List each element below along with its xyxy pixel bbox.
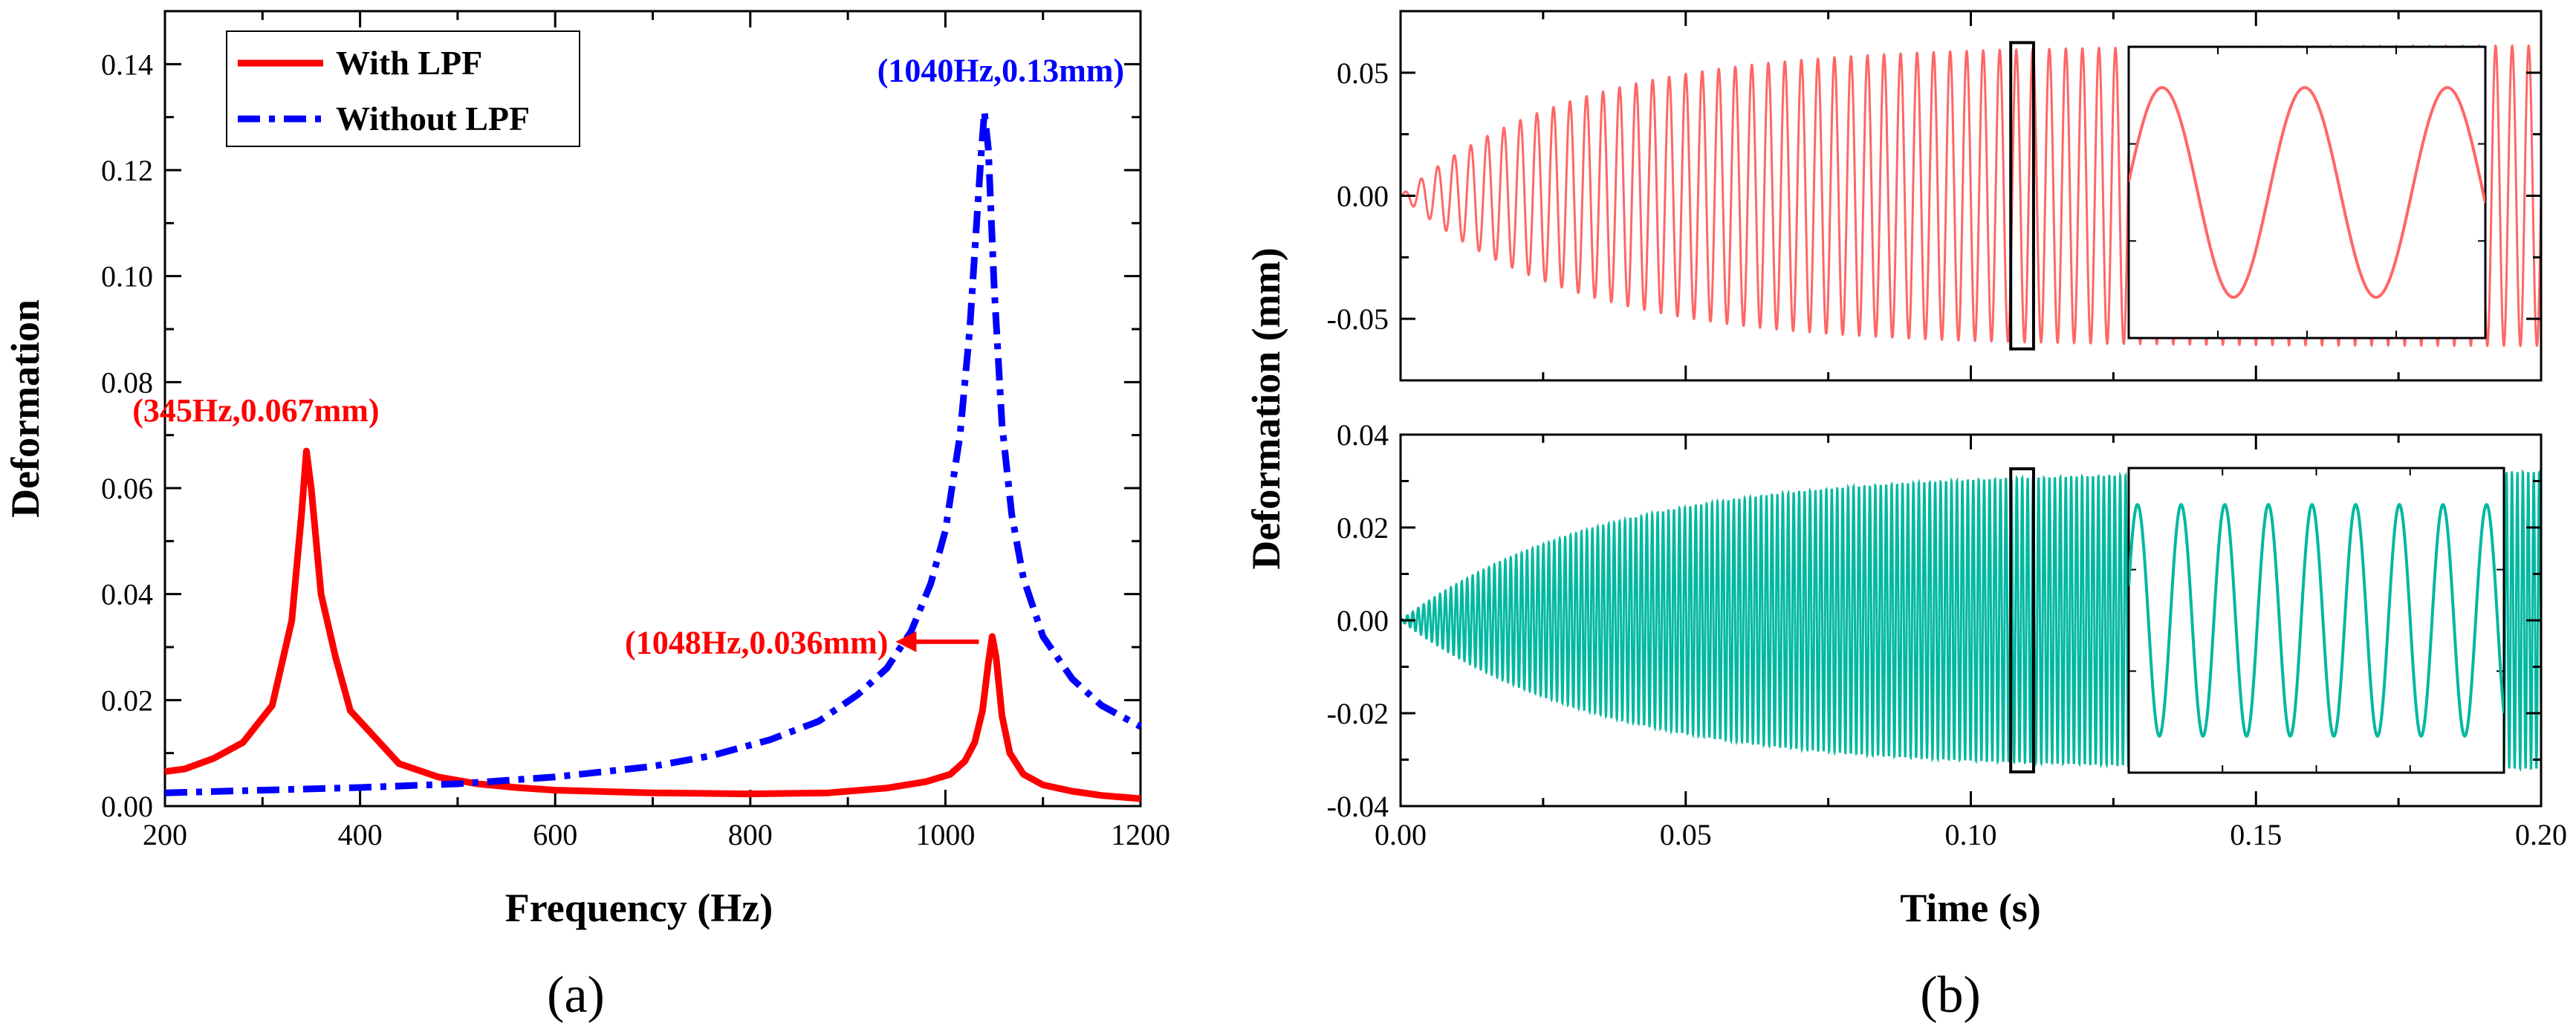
y-tick-label: 0.04 bbox=[101, 578, 153, 611]
chart-b-top-inset bbox=[2127, 45, 2487, 340]
chart-a-series bbox=[164, 108, 1143, 802]
inset-top-wave bbox=[2129, 85, 2485, 299]
inset-wave-line bbox=[2129, 85, 2485, 299]
y-tick-label: -0.04 bbox=[1327, 790, 1389, 823]
x-tick-label: 200 bbox=[143, 818, 187, 851]
x-tick-label: 800 bbox=[728, 818, 773, 851]
chart-b-bottom: 0.00 0.05 0.10 0.15 0.20 -0.04 -0.02 0.00 0.02 0.… bbox=[1327, 418, 2567, 930]
annotation-peak-1040: (1040Hz,0.13mm) bbox=[877, 53, 1124, 89]
inset-wave-line bbox=[2129, 502, 2504, 738]
y-tick-label: 0.14 bbox=[101, 48, 153, 81]
y-tick-label: 0.02 bbox=[1337, 511, 1389, 545]
y-tick-label: 0.05 bbox=[1337, 56, 1389, 90]
legend-label-without-lpf: Without LPF bbox=[336, 100, 530, 137]
chart-b-ylabel: Deformation (mm) bbox=[1244, 247, 1288, 569]
chart-b-top-axes: -0.05 0.00 0.05 bbox=[1327, 11, 2543, 380]
x-tick-label: 400 bbox=[338, 818, 383, 851]
chart-b-bottom-axes: 0.00 0.05 0.10 0.15 0.20 -0.04 -0.02 0.00 0.02 0.… bbox=[1327, 418, 2567, 851]
x-tick-label: 0.05 bbox=[1660, 818, 1712, 851]
x-tick-label: 600 bbox=[533, 818, 577, 851]
inset-top-ticks bbox=[2129, 47, 2485, 338]
annotation-peak-345: (345Hz,0.067mm) bbox=[132, 392, 379, 429]
legend-label-with-lpf: With LPF bbox=[336, 44, 482, 82]
chart-a: 200 400 600 800 1000 1200 0.00 0.02 0.04 0.06 0.08… bbox=[3, 10, 1170, 1024]
chart-b-xlabel: Time (s) bbox=[1900, 886, 2040, 930]
y-tick-label: 0.06 bbox=[101, 472, 153, 505]
legend-box bbox=[226, 30, 580, 147]
chart-b-top: -0.05 0.00 0.05 bbox=[1327, 10, 2543, 382]
series-line-with-lpf bbox=[164, 447, 1141, 802]
y-tick-label: 0.10 bbox=[101, 260, 153, 293]
inset-bottom-ticks bbox=[2129, 468, 2504, 773]
annotation-peak-1048: (1048Hz,0.036mm) bbox=[625, 625, 888, 661]
panel-label-a: (a) bbox=[547, 967, 605, 1024]
inset-top-frame bbox=[2127, 45, 2487, 340]
x-tick-label: 0.20 bbox=[2515, 818, 2567, 851]
y-tick-label: -0.02 bbox=[1327, 697, 1389, 730]
y-tick-label: 0.04 bbox=[1337, 418, 1389, 452]
chart-b-bottom-zoom-box bbox=[2009, 467, 2035, 773]
panel-label-b: (b) bbox=[1920, 967, 1981, 1024]
y-tick-label: 0.00 bbox=[101, 790, 153, 823]
x-tick-label: 0.10 bbox=[1945, 818, 1997, 851]
y-tick-label: 0.02 bbox=[101, 684, 153, 717]
series-line-without-lpf bbox=[164, 108, 1143, 796]
x-tick-label: 0.00 bbox=[1375, 818, 1427, 851]
y-tick-label: 0.00 bbox=[1337, 604, 1389, 637]
x-tick-label: 1000 bbox=[915, 818, 975, 851]
chart-a-legend: With LPF Without LPF bbox=[226, 30, 580, 147]
x-tick-label: 1200 bbox=[1111, 818, 1170, 851]
chart-a-ylabel: Deformation bbox=[3, 299, 48, 518]
y-tick-label: 0.00 bbox=[1337, 180, 1389, 213]
chart-a-annotations: (345Hz,0.067mm) (1040Hz,0.13mm) (1048Hz,0.… bbox=[132, 53, 1124, 661]
annotation-arrow-head bbox=[895, 631, 917, 652]
chart-b-top-zoom-box bbox=[2009, 41, 2035, 351]
chart-b-bottom-inset bbox=[2127, 467, 2505, 774]
chart-a-xlabel: Frequency (Hz) bbox=[505, 886, 773, 930]
y-tick-label: 0.12 bbox=[101, 154, 153, 187]
y-tick-label: 0.08 bbox=[101, 366, 153, 399]
y-tick-label: -0.05 bbox=[1327, 302, 1389, 336]
chart-a-axes: 200 400 600 800 1000 1200 0.00 0.02 0.04 0.06 0.08… bbox=[101, 11, 1170, 851]
x-tick-label: 0.15 bbox=[2230, 818, 2282, 851]
inset-bottom-wave bbox=[2129, 502, 2504, 738]
